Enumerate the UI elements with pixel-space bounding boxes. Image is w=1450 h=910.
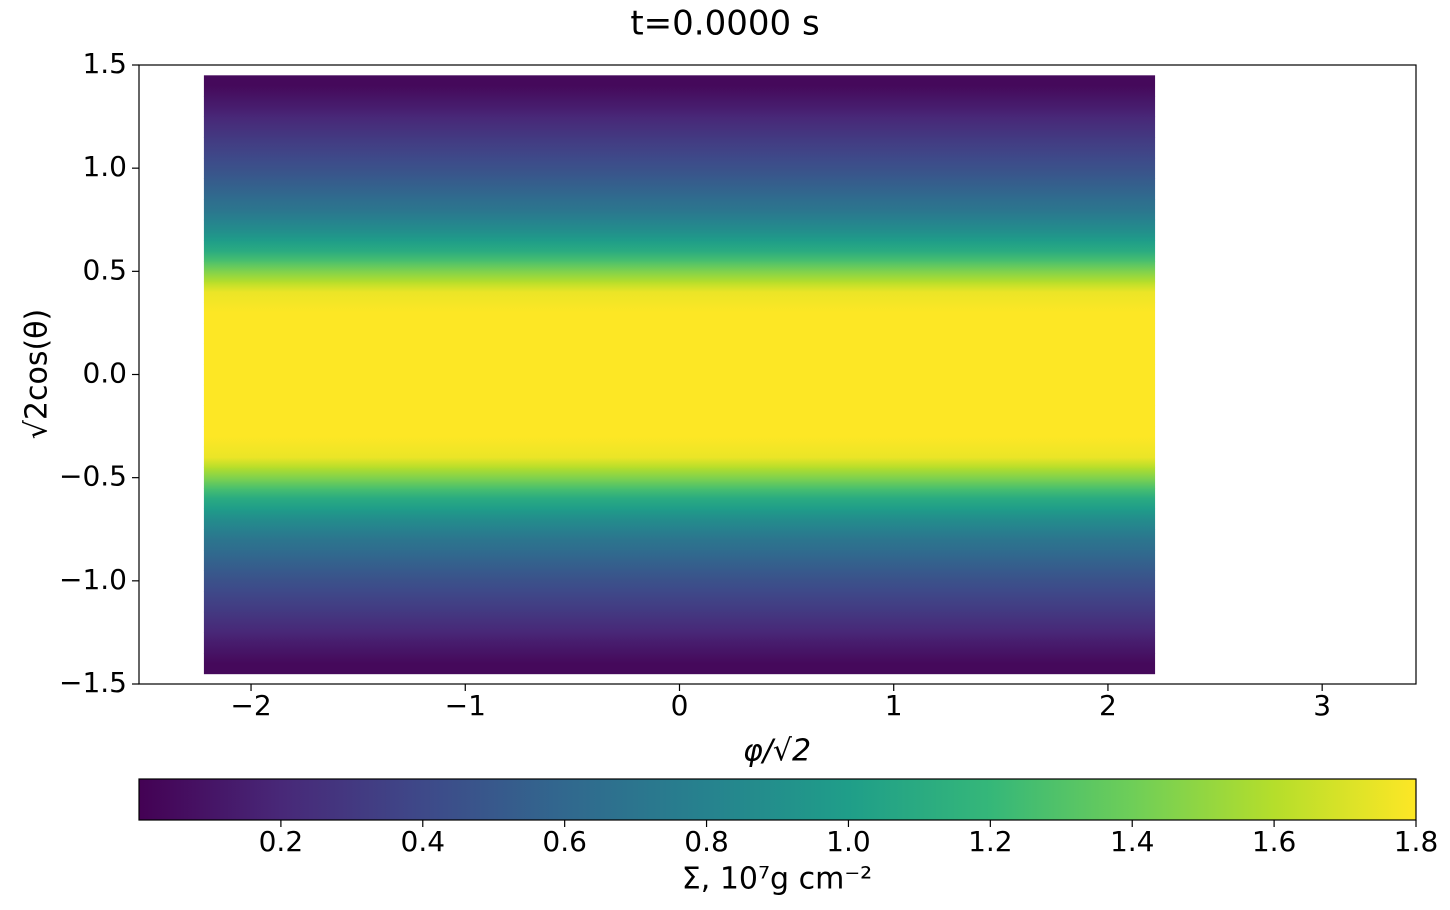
colorbar-tick-label: 0.4 [401, 825, 446, 858]
heatmap-cell [203, 384, 1156, 406]
x-tick-label: 3 [1313, 689, 1331, 722]
x-axis-label: φ/√2 [743, 734, 811, 769]
colorbar-label: Σ, 10⁷g cm⁻² [682, 862, 872, 897]
heatmap-cell [203, 508, 1156, 530]
x-tick-label: 0 [671, 689, 689, 722]
heatmap-cell [203, 343, 1156, 365]
y-tick-label: −1.5 [59, 666, 127, 699]
y-tick-label: 1.0 [82, 150, 127, 183]
heatmap-cell [203, 529, 1156, 551]
x-tick-label: −2 [230, 689, 271, 722]
y-axis-label: √2cos(θ) [20, 309, 55, 439]
colorbar-tick-label: 1.6 [1252, 825, 1297, 858]
heatmap-cell [203, 570, 1156, 592]
y-tick-label: 1.5 [82, 47, 127, 80]
heatmap-cell [203, 405, 1156, 427]
heatmap-cell [203, 261, 1156, 283]
chart-title: t=0.0000 s [630, 4, 819, 44]
colorbar-tick-label: 1.4 [1110, 825, 1155, 858]
heatmap-cell [203, 157, 1156, 179]
x-tick-label: 2 [1099, 689, 1117, 722]
heatmap-cell [203, 653, 1156, 675]
heatmap-cell [203, 116, 1156, 138]
heatmap-cell [203, 75, 1156, 97]
colorbar-tick-label: 1.0 [826, 825, 871, 858]
colorbar-tick-label: 0.6 [542, 825, 587, 858]
y-tick-label: −1.0 [59, 563, 127, 596]
heatmap-cell [203, 591, 1156, 613]
heatmap-cell [203, 302, 1156, 324]
heatmap-cell [203, 611, 1156, 633]
colorbar-tick-label: 1.8 [1394, 825, 1439, 858]
heatmap-cell [203, 364, 1156, 386]
heatmap-cell [203, 426, 1156, 448]
heatmap-cell [203, 487, 1156, 510]
heatmap-cell [203, 199, 1156, 221]
heatmap-cell [203, 178, 1156, 200]
heatmap-cell [203, 446, 1156, 468]
heatmap-cell [203, 281, 1156, 303]
heatmap-cell [203, 322, 1156, 345]
heatmap-cell [203, 95, 1156, 118]
y-tick-label: 0.5 [82, 253, 127, 286]
heatmap-cell [203, 632, 1156, 654]
colorbar-tick-label: 0.2 [259, 825, 304, 858]
heatmap-cell [203, 219, 1156, 241]
heatmap-cell [203, 549, 1156, 572]
y-tick-label: 0.0 [82, 357, 127, 390]
heatmap-cell [203, 137, 1156, 159]
heatmap-cell [203, 467, 1156, 489]
colorbar-tick-label: 0.8 [684, 825, 729, 858]
x-tick-label: −1 [445, 689, 486, 722]
heatmap-cell [203, 240, 1156, 262]
colorbar [138, 778, 1417, 821]
colorbar-tick-label: 1.2 [968, 825, 1013, 858]
y-tick-label: −0.5 [59, 460, 127, 493]
x-tick-label: 1 [885, 689, 903, 722]
